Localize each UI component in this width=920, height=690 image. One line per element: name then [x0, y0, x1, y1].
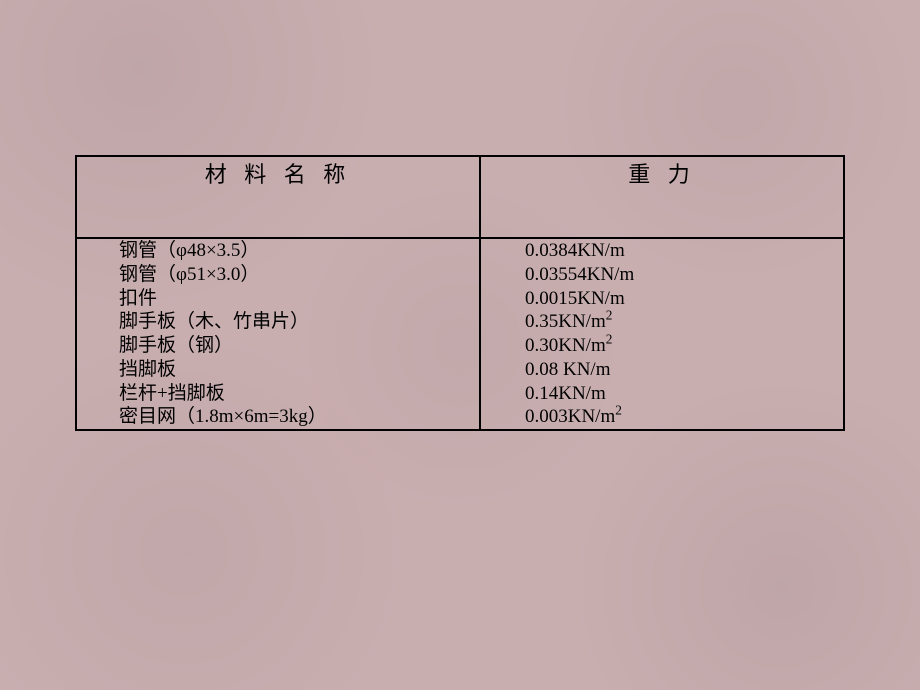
weight-item: 0.03554KN/m	[525, 263, 843, 287]
weight-item: 0.14KN/m	[525, 382, 843, 406]
weight-list: 0.0384KN/m0.03554KN/m0.0015KN/m0.35KN/m2…	[481, 239, 843, 429]
materials-table: 材 料 名 称 重 力 钢管（φ48×3.5）钢管（φ51×3.0）扣件脚手板（…	[75, 155, 845, 431]
material-item: 扣件	[119, 287, 479, 311]
weight-item: 0.08 KN/m	[525, 358, 843, 382]
weight-item: 0.30KN/m2	[525, 334, 843, 358]
material-cell: 钢管（φ48×3.5）钢管（φ51×3.0）扣件脚手板（木、竹串片）脚手板（钢）…	[76, 238, 480, 430]
weight-item: 0.35KN/m2	[525, 310, 843, 334]
weight-cell: 0.0384KN/m0.03554KN/m0.0015KN/m0.35KN/m2…	[480, 238, 844, 430]
material-item: 钢管（φ51×3.0）	[119, 263, 479, 287]
material-list: 钢管（φ48×3.5）钢管（φ51×3.0）扣件脚手板（木、竹串片）脚手板（钢）…	[77, 239, 479, 429]
table-body-row: 钢管（φ48×3.5）钢管（φ51×3.0）扣件脚手板（木、竹串片）脚手板（钢）…	[76, 238, 844, 430]
material-item: 脚手板（钢）	[119, 334, 479, 358]
material-item: 钢管（φ48×3.5）	[119, 239, 479, 263]
material-item: 密目网（1.8m×6m=3kg）	[119, 405, 479, 429]
header-material: 材 料 名 称	[76, 156, 480, 238]
weight-item: 0.0384KN/m	[525, 239, 843, 263]
weight-item: 0.003KN/m2	[525, 405, 843, 429]
slide: 材 料 名 称 重 力 钢管（φ48×3.5）钢管（φ51×3.0）扣件脚手板（…	[0, 0, 920, 690]
material-item: 栏杆+挡脚板	[119, 382, 479, 406]
table-header-row: 材 料 名 称 重 力	[76, 156, 844, 238]
material-item: 挡脚板	[119, 358, 479, 382]
material-item: 脚手板（木、竹串片）	[119, 310, 479, 334]
header-weight: 重 力	[480, 156, 844, 238]
weight-item: 0.0015KN/m	[525, 287, 843, 311]
